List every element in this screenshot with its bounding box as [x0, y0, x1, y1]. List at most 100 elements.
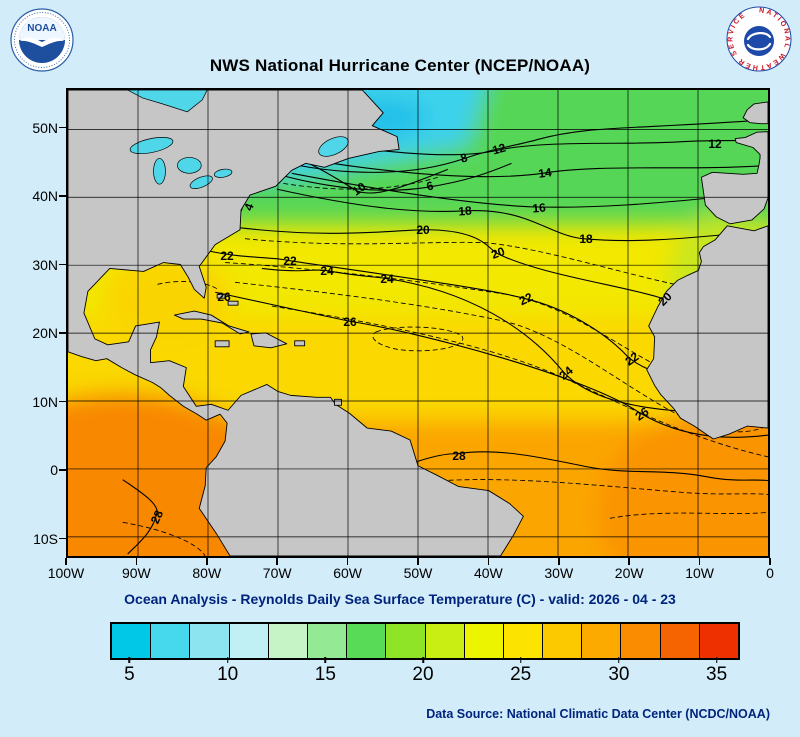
x-axis-label: 20W	[614, 565, 644, 581]
x-axis-label: 80W	[192, 565, 222, 581]
y-axis-tick	[59, 126, 66, 129]
x-axis-tick	[628, 558, 630, 565]
lake-huron	[177, 157, 202, 174]
hudson-bay	[127, 90, 208, 113]
nws-logo: NATIONAL WEATHER SERVICE	[726, 6, 792, 72]
y-axis-label: 10N	[32, 393, 58, 410]
land-bahamas	[216, 293, 226, 299]
colorbar-cell	[699, 624, 738, 658]
sst-map-figure	[68, 90, 768, 556]
colorbar-cell	[307, 624, 348, 658]
contour-label: 18	[579, 232, 593, 246]
colorbar-tick-label: 35	[706, 664, 728, 685]
y-axis-label: 50N	[32, 119, 58, 136]
x-axis-tick	[769, 558, 771, 565]
colorbar-tick	[128, 657, 131, 663]
land-americas	[68, 90, 524, 556]
noaa-logo-graphic: NOAA	[10, 8, 74, 72]
contour-label: 12	[708, 137, 722, 151]
colorbar-cell	[386, 624, 426, 658]
contour-label: 14	[537, 165, 553, 181]
y-axis-tick	[59, 195, 66, 197]
x-axis-tick	[346, 558, 349, 565]
land-jamaica	[214, 340, 230, 348]
contour-label: 20	[416, 223, 430, 237]
lake-erie	[189, 175, 213, 189]
colorbar-cell	[268, 624, 308, 658]
hurricane-swirl-icon	[746, 32, 772, 51]
y-axis-tick	[59, 263, 66, 266]
noaa-logo-text: NOAA	[27, 23, 56, 34]
colorbar-cell	[425, 624, 465, 658]
colorbar-tick	[519, 657, 522, 663]
colorbar-tick	[618, 657, 620, 663]
y-axis-tick	[59, 400, 66, 403]
nws-logo-graphic: NATIONAL WEATHER SERVICE	[726, 6, 792, 72]
colorbar-tick-label: 5	[124, 664, 135, 685]
x-axis-label: 100W	[47, 565, 85, 581]
lakes-and-bays	[127, 90, 349, 189]
contour-label: 24	[380, 272, 394, 286]
x-axis-label: 60W	[333, 565, 362, 581]
noaa-logo: NOAA	[10, 8, 74, 72]
x-axis-tick	[65, 558, 67, 565]
map-caption: Ocean Analysis - Reynolds Daily Sea Surf…	[124, 591, 676, 607]
colorbar-tick-labels: 5 10 15 20 25 30 35	[110, 657, 736, 690]
colorbar-tick	[324, 657, 327, 663]
data-source-note: Data Source: National Climatic Data Cent…	[426, 707, 770, 721]
colorbar-cell	[543, 624, 583, 658]
colorbar-cell	[621, 624, 661, 658]
x-axis-label: 50W	[403, 565, 433, 581]
x-axis-label: 10W	[685, 565, 714, 581]
seagull-icon	[20, 37, 64, 47]
land-africa	[646, 225, 768, 440]
y-axis-tick	[59, 537, 66, 540]
x-axis-label: 40W	[473, 565, 503, 581]
y-axis-label: 0	[50, 462, 58, 479]
lake-superior	[129, 137, 174, 155]
colorbar-tick-label: 25	[510, 664, 532, 685]
contour-label: 24	[320, 264, 334, 278]
y-axis-label: 10S	[33, 530, 58, 547]
contour-label: 18	[457, 203, 473, 219]
land-trinidad	[334, 398, 342, 406]
contour-label: 28	[452, 449, 466, 463]
contour-label: 16	[531, 200, 547, 216]
colorbar-tick-label: 10	[217, 664, 239, 685]
land-masses	[68, 90, 768, 556]
x-axis-label: 70W	[262, 565, 292, 581]
sst-map: 12 12 8 14 6 10 16 4 18 18 20 20 22 22 24 24 20 22 26 26 22 2…	[66, 88, 770, 558]
y-axis-label: 30N	[32, 256, 58, 273]
x-axis-tick	[698, 558, 701, 565]
colorbar-tick	[226, 657, 229, 663]
colorbar-tick	[422, 657, 424, 663]
y-axis-label: 20N	[32, 325, 58, 342]
x-axis-tick	[135, 558, 138, 565]
x-axis-tick	[417, 558, 419, 565]
x-axis-label: 90W	[121, 565, 151, 581]
y-axis-tick	[59, 332, 66, 334]
graticule	[68, 90, 768, 556]
land-bahamas	[227, 300, 239, 306]
x-axis-tick	[206, 558, 208, 565]
land-puerto-rico	[294, 340, 306, 347]
colorbar-cell	[503, 624, 544, 658]
colorbar-cell	[112, 624, 152, 658]
x-axis-tick	[276, 558, 278, 565]
y-axis-label: 40N	[32, 188, 58, 205]
colorbar	[110, 622, 740, 660]
colorbar-cell	[660, 624, 700, 658]
contour-label: 22	[220, 249, 234, 263]
land-england	[742, 101, 768, 125]
x-axis-label: 30W	[544, 565, 574, 581]
y-axis-tick	[59, 469, 66, 471]
colorbar-cell	[151, 624, 191, 658]
contour-label: 26	[343, 315, 357, 329]
contour-label: 22	[283, 254, 297, 268]
colorbar-cell	[229, 624, 269, 658]
colorbar-cell	[582, 624, 622, 658]
colorbar-tick	[715, 657, 718, 663]
colorbar-cell	[464, 624, 504, 658]
x-axis-tick	[487, 558, 490, 565]
